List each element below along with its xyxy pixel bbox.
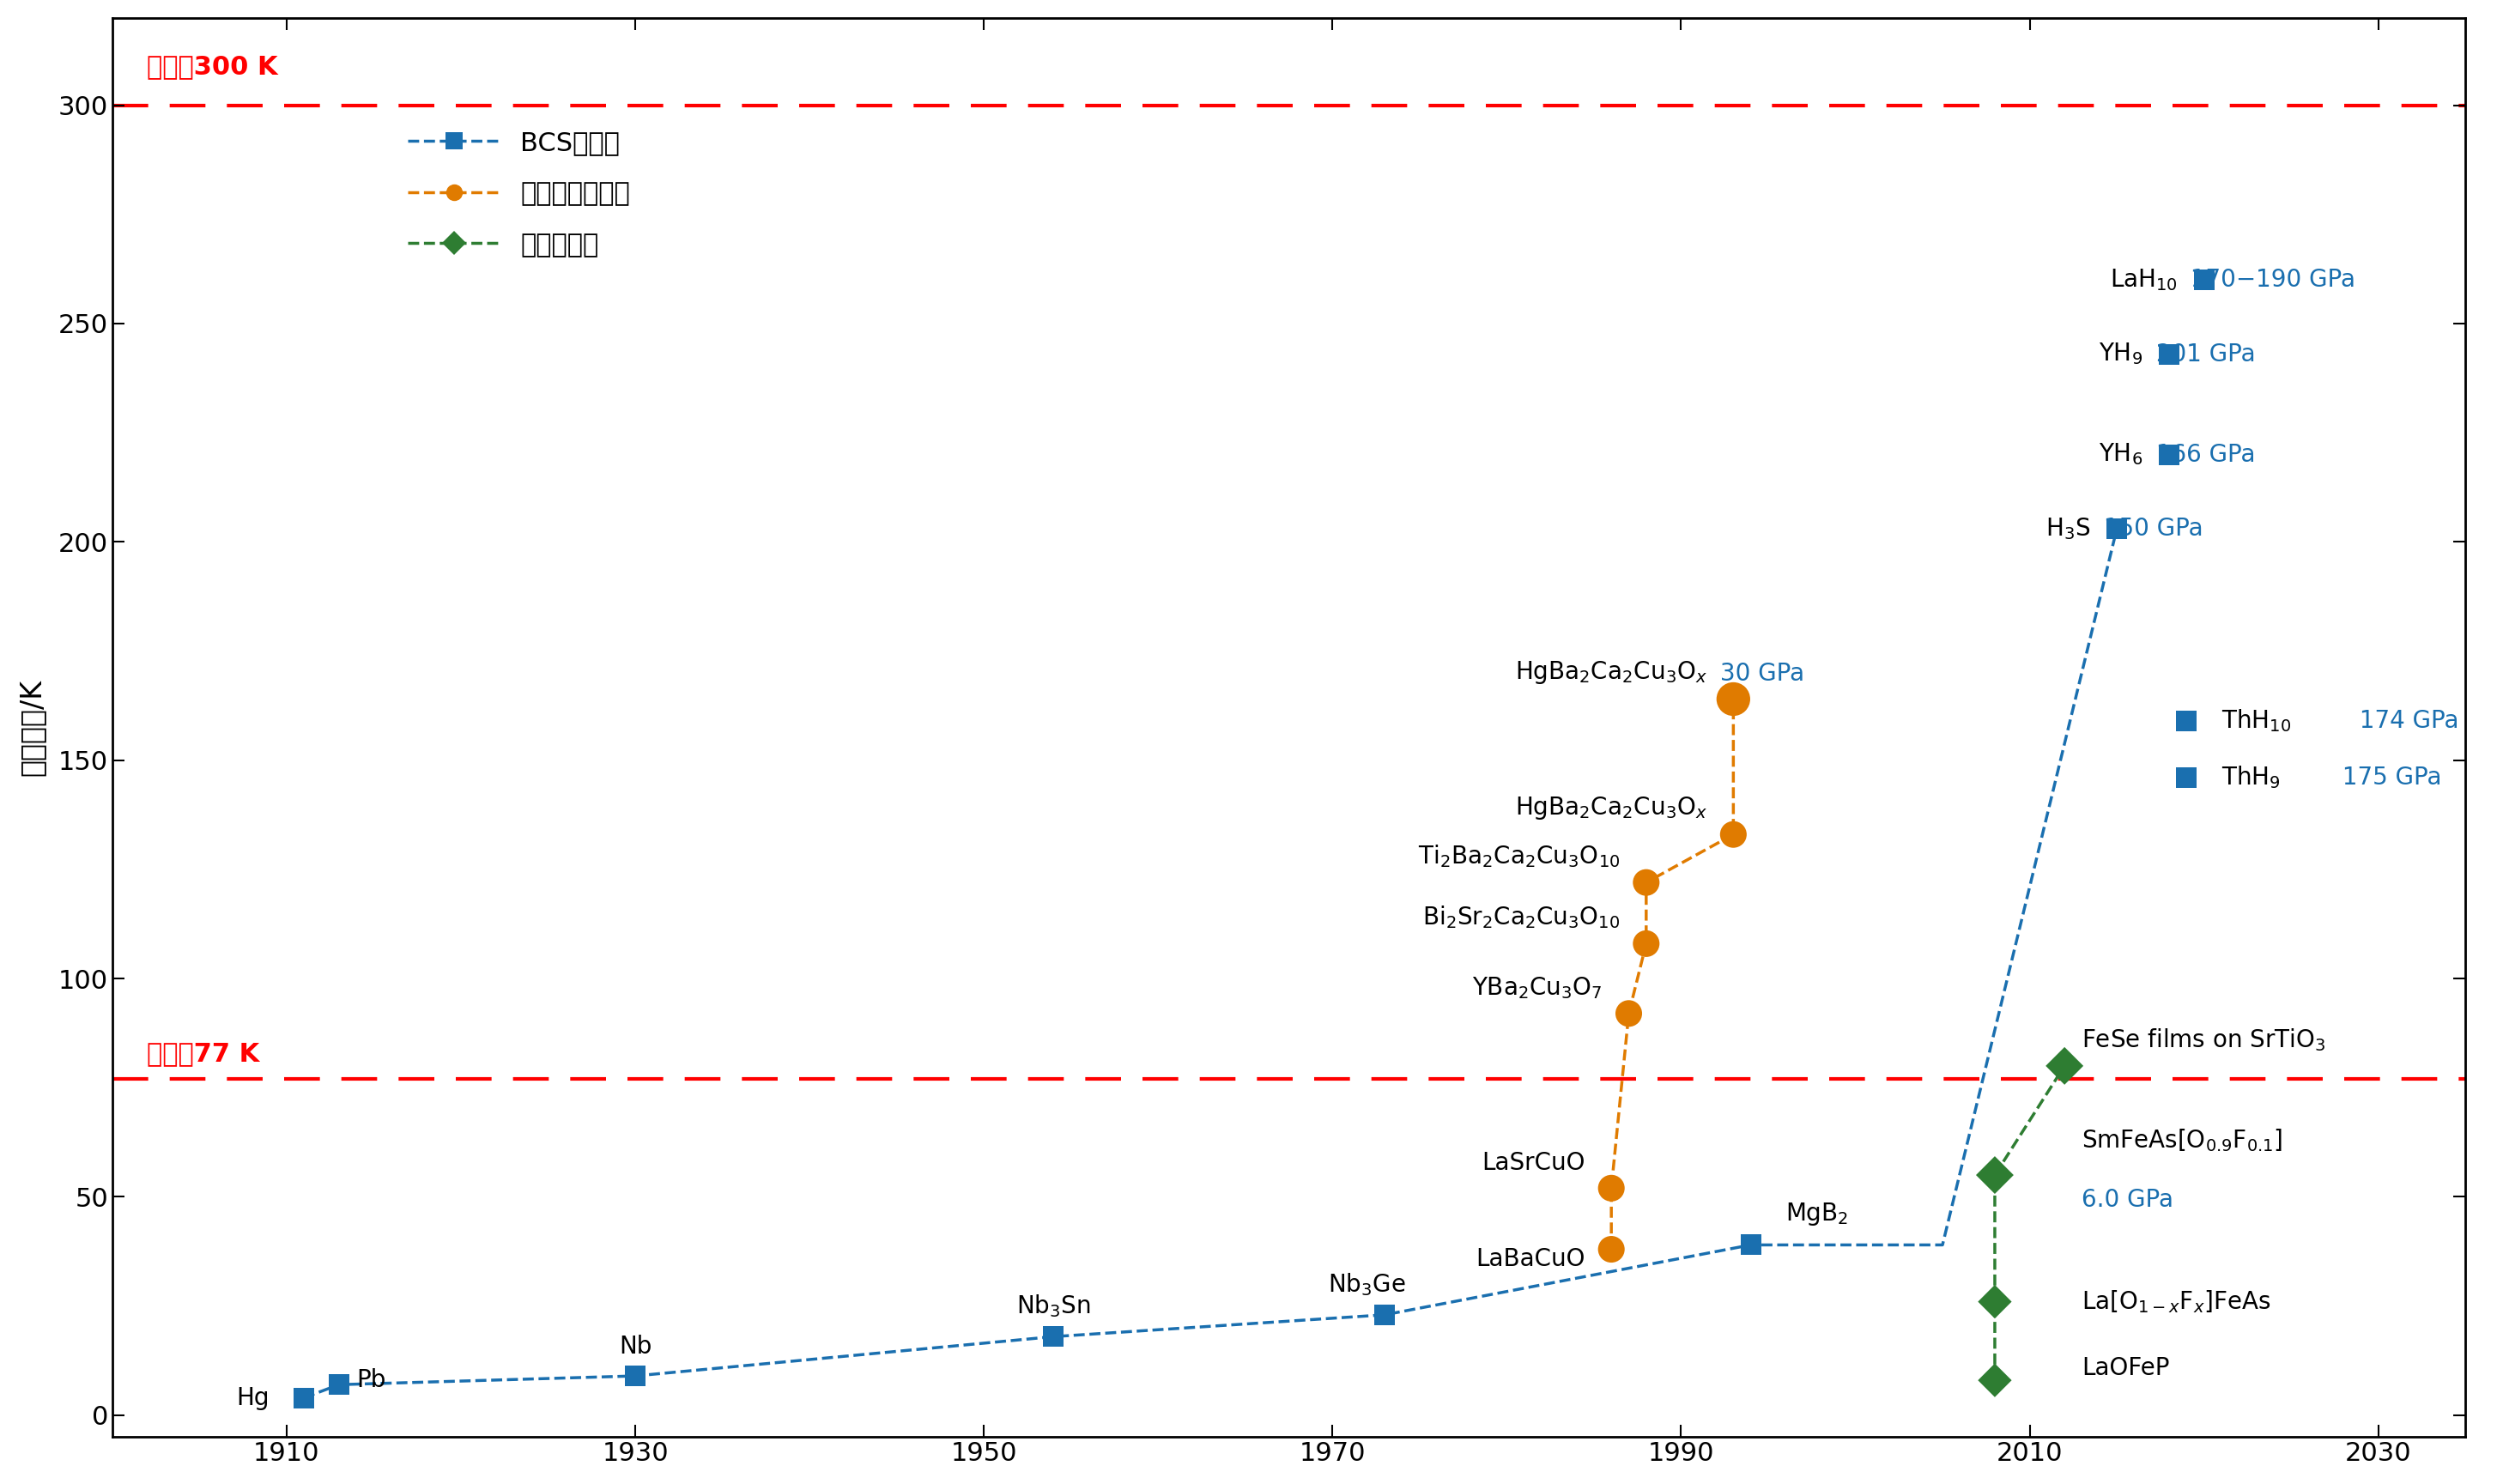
Point (2150, 442, 2190, 466)
Point (1975, 1368, 2015, 1392)
Point (1975, 1163, 2015, 1187)
Point (2097, 516, 2137, 540)
Point (1591, 1177, 1631, 1201)
Text: 液氮：77 K: 液氮：77 K (147, 1040, 260, 1066)
Text: HgBa$_2$Ca$_2$Cu$_3$O$_x$: HgBa$_2$Ca$_2$Cu$_3$O$_x$ (1516, 659, 1708, 686)
Text: MgB$_2$: MgB$_2$ (1785, 1201, 1848, 1227)
Text: Nb: Nb (619, 1334, 652, 1358)
Text: 150 GPa: 150 GPa (2095, 516, 2202, 540)
Text: La[O$_{1-x}$F$_x$]FeAs: La[O$_{1-x}$F$_x$]FeAs (2082, 1288, 2272, 1315)
Point (1975, 1290, 2015, 1313)
Text: 6.0 GPa: 6.0 GPa (2082, 1189, 2175, 1212)
Text: SmFeAs[O$_{0.9}$F$_{0.1}$]: SmFeAs[O$_{0.9}$F$_{0.1}$] (2082, 1126, 2282, 1153)
Text: ThH$_9$: ThH$_9$ (2222, 764, 2280, 791)
Text: LaSrCuO: LaSrCuO (1481, 1152, 1586, 1175)
Text: Pb: Pb (357, 1368, 387, 1392)
Text: 166 GPa: 166 GPa (2147, 442, 2255, 466)
Text: Nb$_3$Sn: Nb$_3$Sn (1016, 1293, 1091, 1319)
Text: 175 GPa: 175 GPa (2335, 766, 2442, 789)
Point (2167, 709, 2207, 733)
Text: YH$_6$: YH$_6$ (2100, 442, 2142, 467)
Point (2167, 766, 2207, 789)
Text: YBa$_2$Cu$_3$O$_7$: YBa$_2$Cu$_3$O$_7$ (1473, 975, 1603, 1000)
Text: 30 GPa: 30 GPa (1713, 662, 1805, 686)
Point (1034, 1325, 1074, 1349)
Text: Bi$_2$Sr$_2$Ca$_2$Cu$_3$O$_{10}$: Bi$_2$Sr$_2$Ca$_2$Cu$_3$O$_{10}$ (1423, 904, 1621, 930)
Text: HgBa$_2$Ca$_2$Cu$_3$O$_x$: HgBa$_2$Ca$_2$Cu$_3$O$_x$ (1516, 795, 1708, 821)
Text: 201 GPa: 201 GPa (2147, 343, 2255, 367)
Text: ThH$_{10}$: ThH$_{10}$ (2222, 708, 2292, 735)
Point (2045, 1054, 2085, 1077)
Point (1626, 932, 1665, 956)
Point (1626, 871, 1665, 895)
Point (285, 1386, 325, 1410)
Text: Ti$_2$Ba$_2$Ca$_2$Cu$_3$O$_{10}$: Ti$_2$Ba$_2$Ca$_2$Cu$_3$O$_{10}$ (1418, 843, 1621, 870)
Text: YH$_9$: YH$_9$ (2100, 341, 2142, 367)
Text: LaBaCuO: LaBaCuO (1476, 1247, 1586, 1272)
Text: H$_3$S: H$_3$S (2045, 516, 2090, 542)
Point (320, 1373, 360, 1396)
Text: FeSe films on SrTiO$_3$: FeSe films on SrTiO$_3$ (2082, 1027, 2325, 1052)
Text: Nb$_3$Ge: Nb$_3$Ge (1328, 1270, 1406, 1297)
Point (1713, 822, 1753, 846)
Point (614, 1364, 654, 1388)
Point (2185, 269, 2225, 292)
Point (1730, 1233, 1770, 1257)
Text: 室温：300 K: 室温：300 K (147, 53, 277, 79)
Text: 170−190 GPa: 170−190 GPa (2182, 269, 2355, 292)
Legend: BCS超导体, 铜氧化物超导体, 铁基超导体: BCS超导体, 铜氧化物超导体, 铁基超导体 (407, 131, 629, 257)
Point (1713, 687, 1753, 711)
Text: Hg: Hg (237, 1386, 270, 1410)
Text: 174 GPa: 174 GPa (2352, 709, 2460, 733)
Point (2150, 343, 2190, 367)
Point (1591, 1238, 1631, 1261)
Point (1366, 1303, 1406, 1327)
Text: LaOFeP: LaOFeP (2082, 1356, 2170, 1380)
Y-axis label: 超导温度/K: 超导温度/K (17, 678, 47, 776)
Point (1608, 1002, 1648, 1025)
Text: LaH$_{10}$: LaH$_{10}$ (2110, 267, 2177, 292)
